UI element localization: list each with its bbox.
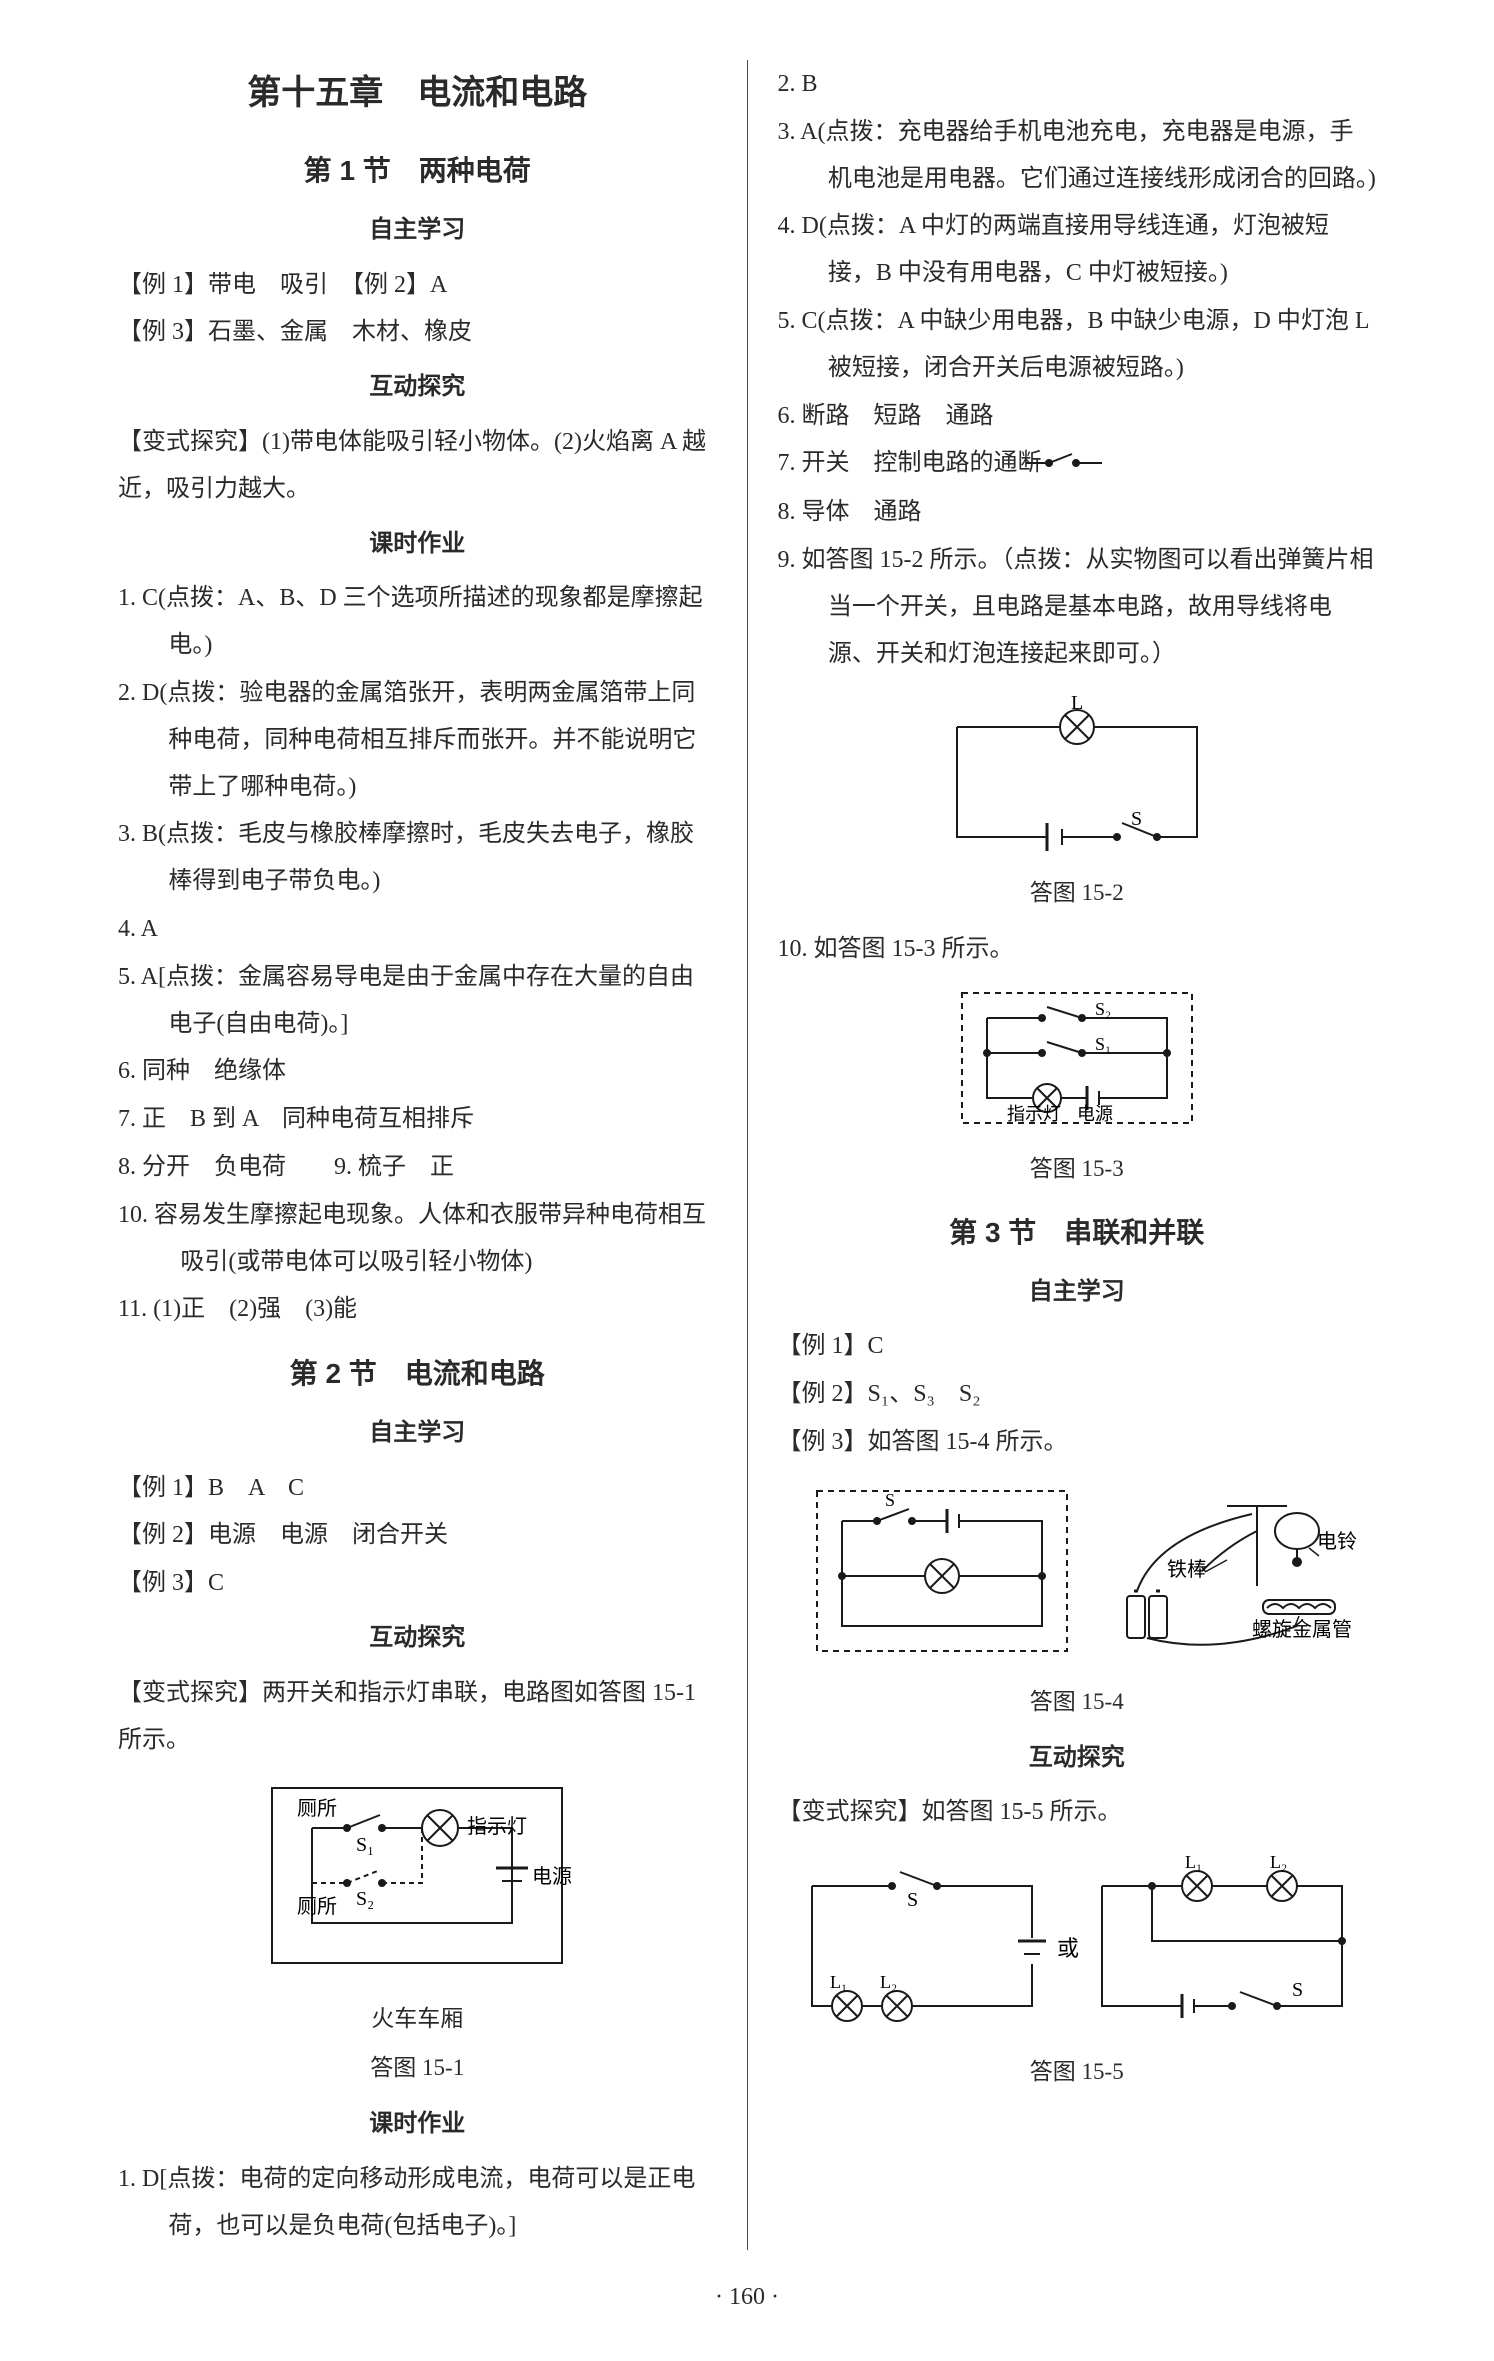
s2-ex1: 【例 1】B A C: [118, 1465, 717, 1512]
fig3-dy: 电源: [1077, 1104, 1113, 1124]
fig5-L1b: L₁: [1185, 1852, 1202, 1872]
s1-q6: 6. 同种 绝缘体: [118, 1048, 717, 1095]
fig3-caption: 答图 15-3: [778, 1147, 1377, 1192]
fig4-S: S: [885, 1490, 895, 1510]
fig5-caption: 答图 15-5: [778, 2050, 1377, 2095]
s3-ex3: 【例 3】如答图 15-4 所示。: [778, 1419, 1377, 1466]
fig4-dl: 电铃: [1317, 1530, 1357, 1553]
s2-q2: 2. B: [778, 61, 1377, 108]
circuit-15-4: S: [797, 1476, 1357, 1676]
section1-zzxx: 自主学习: [118, 207, 717, 254]
s2-q5: 5. C(点拨：A 中缺少用电器，B 中缺少电源，D 中灯泡 L 被短接，闭合开…: [778, 298, 1377, 392]
fig5-L2a: L₂: [880, 1972, 897, 1992]
circuit-15-3: S₂ S₁ 指示灯 电源: [947, 983, 1207, 1143]
s2-ex2: 【例 2】电源 电源 闭合开关: [118, 1512, 717, 1559]
figure-15-3: S₂ S₁ 指示灯 电源 答图 15-3: [778, 983, 1377, 1192]
s3-bstj: 【变式探究】如答图 15-5 所示。: [778, 1789, 1377, 1836]
s1-ex3: 【例 3】石墨、金属 木材、橡皮: [118, 309, 717, 356]
section3-title: 第 3 节 串联和并联: [778, 1206, 1377, 1261]
s1-q3: 3. B(点拨：毛皮与橡胶棒摩擦时，毛皮失去电子，橡胶棒得到电子带负电。): [118, 811, 717, 905]
s2-bstj: 【变式探究】两开关和指示灯串联，电路图如答图 15-1 所示。: [118, 1670, 717, 1764]
s1-ex1: 【例 1】带电 吸引 【例 2】A: [118, 262, 717, 309]
section1-kszy: 课时作业: [118, 521, 717, 568]
fig3-s1: S₁: [1095, 1034, 1111, 1054]
s1-q1: 1. C(点拨：A、B、D 三个选项所描述的现象都是摩擦起电。): [118, 575, 717, 669]
section3-zzxx: 自主学习: [778, 1269, 1377, 1316]
s1-q10: 10. 容易发生摩擦起电现象。人体和衣服带异种电荷相互吸引(或带电体可以吸引轻小…: [118, 1192, 717, 1286]
s1-q4: 4. A: [118, 906, 717, 953]
fig1-s2: S₂: [356, 1888, 374, 1910]
section2-title: 第 2 节 电流和电路: [118, 1347, 717, 1402]
page-number: · 160 ·: [100, 2274, 1394, 2321]
fig5-L2b: L₂: [1270, 1852, 1287, 1872]
s1-q5: 5. A[点拨：金属容易导电是由于金属中存在大量的自由电子(自由电荷)。]: [118, 954, 717, 1048]
fig5-L1a: L₁: [830, 1972, 847, 1992]
figure-15-5: S L₁ L₂ 或: [778, 1846, 1377, 2095]
s1-q11: 11. (1)正 (2)强 (3)能: [118, 1286, 717, 1333]
fig1-caption: 答图 15-1: [118, 2046, 717, 2091]
fig2-S: S: [1131, 808, 1142, 830]
right-column: 2. B 3. A(点拨：充电器给手机电池充电，充电器是电源，手机电池是用电器。…: [748, 60, 1395, 2250]
fig4-tb: 铁棒: [1167, 1558, 1207, 1581]
s2-q1: 1. D[点拨：电荷的定向移动形成电流，电荷可以是正电荷，也可以是负电荷(包括电…: [118, 2156, 717, 2250]
chapter-title: 第十五章 电流和电路: [118, 60, 717, 126]
s1-q8: 8. 分开 负电荷 9. 梳子 正: [118, 1144, 717, 1191]
s3-ex1: 【例 1】C: [778, 1323, 1377, 1370]
s2-ex3: 【例 3】C: [118, 1560, 717, 1607]
s2-q7-text: 7. 开关 控制电路的通断: [778, 450, 1066, 476]
fig5-S2: S: [1292, 1979, 1303, 2001]
left-column: 第十五章 电流和电路 第 1 节 两种电荷 自主学习 【例 1】带电 吸引 【例…: [100, 60, 748, 2250]
switch-symbol-icon: [1075, 441, 1105, 488]
figure-15-4: S: [778, 1476, 1377, 1725]
section1-hdtj: 互动探究: [118, 364, 717, 411]
fig3-zsd: 指示灯: [1007, 1104, 1061, 1124]
fig1-dy: 电源: [532, 1865, 572, 1888]
section2-kszy: 课时作业: [118, 2101, 717, 2148]
s2-q10: 10. 如答图 15-3 所示。: [778, 926, 1377, 973]
fig1-cesuo1: 厕所: [297, 1797, 337, 1820]
s2-q7: 7. 开关 控制电路的通断: [778, 440, 1377, 488]
s2-q8: 8. 导体 通路: [778, 489, 1377, 536]
fig4-caption: 答图 15-4: [778, 1680, 1377, 1725]
fig5-or: 或: [1057, 1936, 1079, 1961]
section1-title: 第 1 节 两种电荷: [118, 144, 717, 199]
figure-15-2: L S 答图 15-2: [778, 687, 1377, 916]
s2-q4: 4. D(点拨：A 中灯的两端直接用导线连通，灯泡被短接，B 中没有用电器，C …: [778, 203, 1377, 297]
s2-q9: 9. 如答图 15-2 所示。（点拨：从实物图可以看出弹簧片相当一个开关，且电路…: [778, 537, 1377, 677]
s1-bstj: 【变式探究】(1)带电体能吸引轻小物体。(2)火焰离 A 越近，吸引力越大。: [118, 419, 717, 513]
section2-hdtj: 互动探究: [118, 1615, 717, 1662]
s1-q7: 7. 正 B 到 A 同种电荷互相排斥: [118, 1096, 717, 1143]
fig3-s2: S₂: [1095, 999, 1111, 1019]
circuit-15-1: 厕所 S₁ 厕所 S₂ 指示灯 电源: [252, 1773, 582, 1993]
figure-15-1: 厕所 S₁ 厕所 S₂ 指示灯 电源 火车车厢 答图 15-1: [118, 1773, 717, 2091]
circuit-15-5: S L₁ L₂ 或: [782, 1846, 1372, 2046]
s1-q2: 2. D(点拨：验电器的金属箔张开，表明两金属箔带上同种电荷，同种电荷相互排斥而…: [118, 670, 717, 810]
fig2-caption: 答图 15-2: [778, 871, 1377, 916]
fig1-s1: S₁: [356, 1834, 374, 1856]
fig1-zsd: 指示灯: [467, 1815, 527, 1838]
fig4-lxjsg: 螺旋金属管: [1252, 1618, 1352, 1641]
circuit-15-2: L S: [917, 687, 1237, 867]
fig1-cesuo2: 厕所: [297, 1895, 337, 1918]
page-root: 第十五章 电流和电路 第 1 节 两种电荷 自主学习 【例 1】带电 吸引 【例…: [100, 60, 1394, 2250]
section3-hdtj: 互动探究: [778, 1735, 1377, 1782]
fig1-caption-top: 火车车厢: [118, 1997, 717, 2042]
s2-q6: 6. 断路 短路 通路: [778, 393, 1377, 440]
s2-q3: 3. A(点拨：充电器给手机电池充电，充电器是电源，手机电池是用电器。它们通过连…: [778, 109, 1377, 203]
section2-zzxx: 自主学习: [118, 1410, 717, 1457]
fig2-L: L: [1071, 692, 1083, 714]
s3-ex2: 【例 2】S₁、S₃ S₂: [778, 1371, 1377, 1418]
fig5-S: S: [907, 1889, 918, 1911]
